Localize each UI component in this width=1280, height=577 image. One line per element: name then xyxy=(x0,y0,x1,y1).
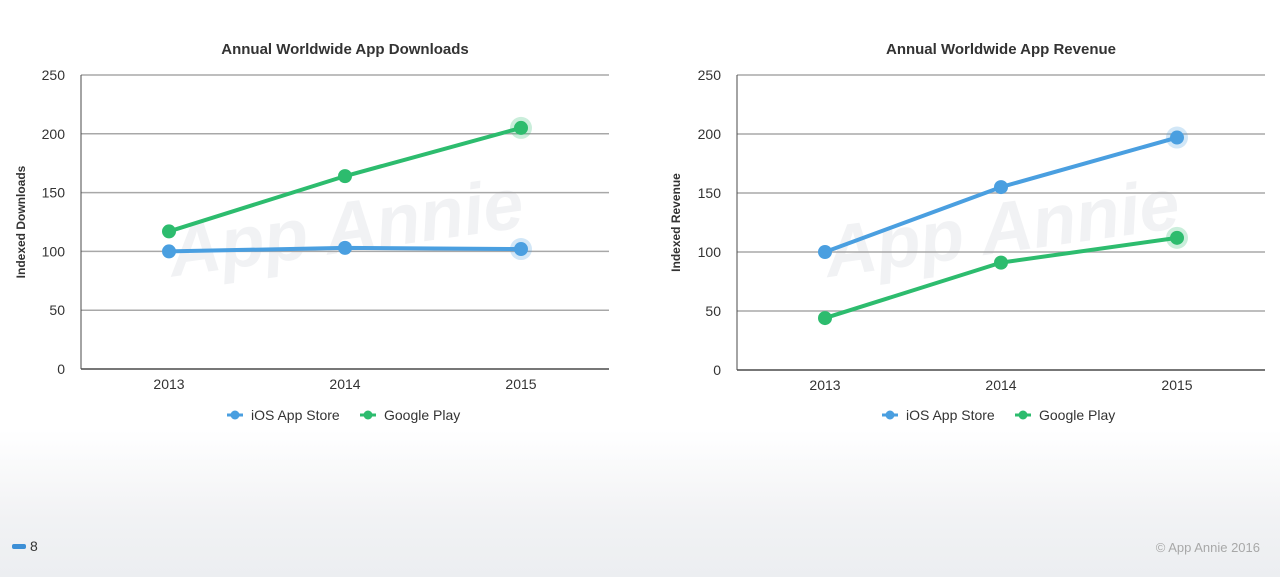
revenue-legend-dot-icon xyxy=(885,410,895,420)
revenue-data-point xyxy=(1170,130,1184,145)
downloads-xtick-label: 2013 xyxy=(153,376,184,392)
page-number: 8 xyxy=(12,538,38,554)
downloads-gridlines xyxy=(81,74,609,311)
downloads-ytick-label: 250 xyxy=(42,67,66,83)
revenue-data-point xyxy=(1170,230,1184,245)
revenue-xtick-label: 2014 xyxy=(985,377,1016,393)
downloads-chart: App Annie Annual Worldwide App Downloads 0… xyxy=(0,0,640,440)
revenue-data-point xyxy=(818,311,832,326)
revenue-data-point xyxy=(994,255,1008,270)
downloads-ytick-label: 100 xyxy=(42,243,66,259)
page-dash-icon xyxy=(12,543,26,549)
revenue-ytick-label: 150 xyxy=(698,185,722,201)
revenue-ytick-label: 50 xyxy=(705,303,721,319)
downloads-xtick-label: 2014 xyxy=(329,376,360,392)
downloads-xtick-label: 2015 xyxy=(505,376,536,392)
revenue-legend-dot-icon xyxy=(1018,410,1028,420)
revenue-legend-label: Google Play xyxy=(1039,407,1115,423)
copyright-text: © App Annie 2016 xyxy=(1155,540,1260,555)
revenue-title: Annual Worldwide App Revenue xyxy=(886,41,1116,58)
revenue-xtick-label: 2015 xyxy=(1161,377,1192,393)
revenue-data-point xyxy=(818,245,832,259)
downloads-ylabel: Indexed Downloads xyxy=(14,165,28,278)
downloads-legend-label: Google Play xyxy=(384,407,460,423)
downloads-ytick-label: 150 xyxy=(42,185,66,201)
downloads-data-point xyxy=(338,240,352,255)
downloads-data-point xyxy=(338,169,352,184)
downloads-data-point xyxy=(162,224,176,239)
revenue-ytick-label: 0 xyxy=(713,362,721,378)
downloads-legend-label: iOS App Store xyxy=(251,407,340,423)
revenue-ytick-label: 250 xyxy=(698,67,722,83)
revenue-chart: App Annie Annual Worldwide App Revenue 0 50… xyxy=(655,0,1280,440)
downloads-legend-dot-icon xyxy=(230,410,240,420)
downloads-ytick-label: 0 xyxy=(57,361,65,377)
revenue-ytick-label: 200 xyxy=(698,126,722,142)
downloads-legend-dot-icon xyxy=(363,410,373,420)
revenue-xtick-label: 2013 xyxy=(809,377,840,393)
revenue-ylabel: Indexed Revenue xyxy=(669,173,683,272)
page-number-text: 8 xyxy=(30,538,38,554)
revenue-legend-label: iOS App Store xyxy=(906,407,995,423)
revenue-ytick-label: 100 xyxy=(698,244,722,260)
downloads-ytick-label: 50 xyxy=(49,302,65,318)
downloads-title: Annual Worldwide App Downloads xyxy=(221,41,469,58)
downloads-ytick-label: 200 xyxy=(42,126,66,142)
downloads-data-point xyxy=(162,244,176,259)
revenue-data-point xyxy=(994,180,1008,195)
downloads-data-point xyxy=(514,120,528,135)
downloads-data-point xyxy=(514,242,528,257)
